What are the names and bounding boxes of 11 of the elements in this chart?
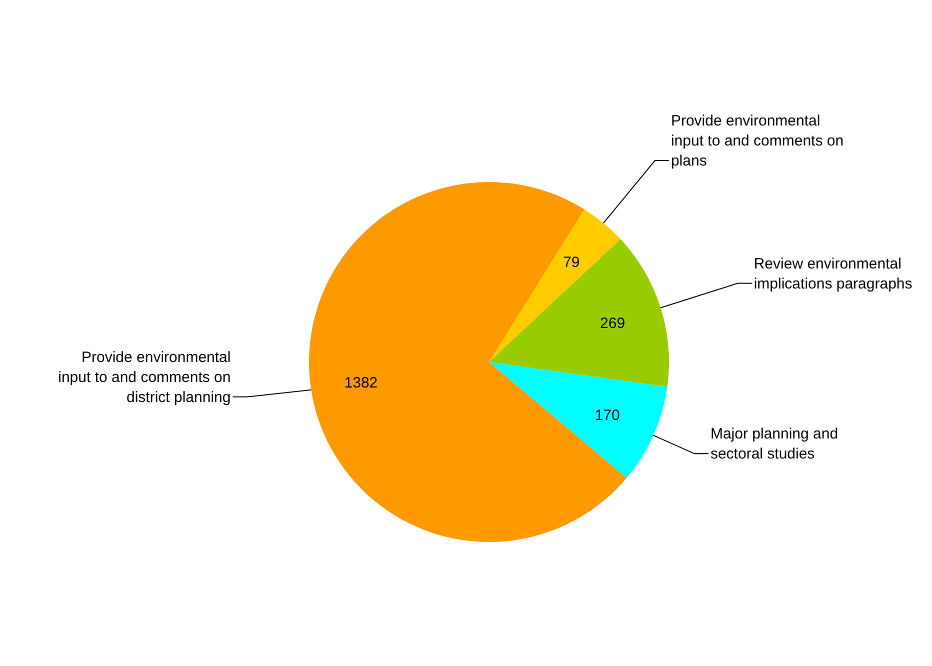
slice-label: Review environmental implications paragraphs: [754, 255, 912, 292]
data-label: 269: [600, 315, 626, 332]
slice-label: Major planning and sectoral studies: [710, 426, 838, 463]
pie-slice: [489, 362, 668, 478]
data-label: 79: [563, 254, 580, 272]
data-label: 170: [594, 407, 620, 424]
slice-label: Provide environmental input to and comments on plans: [670, 112, 844, 170]
pie-slice: [489, 239, 669, 387]
pie-slice: [309, 182, 627, 542]
slice-label: Provide environmental input to and comments on district planning: [58, 348, 231, 406]
data-label: 1382: [344, 374, 378, 392]
